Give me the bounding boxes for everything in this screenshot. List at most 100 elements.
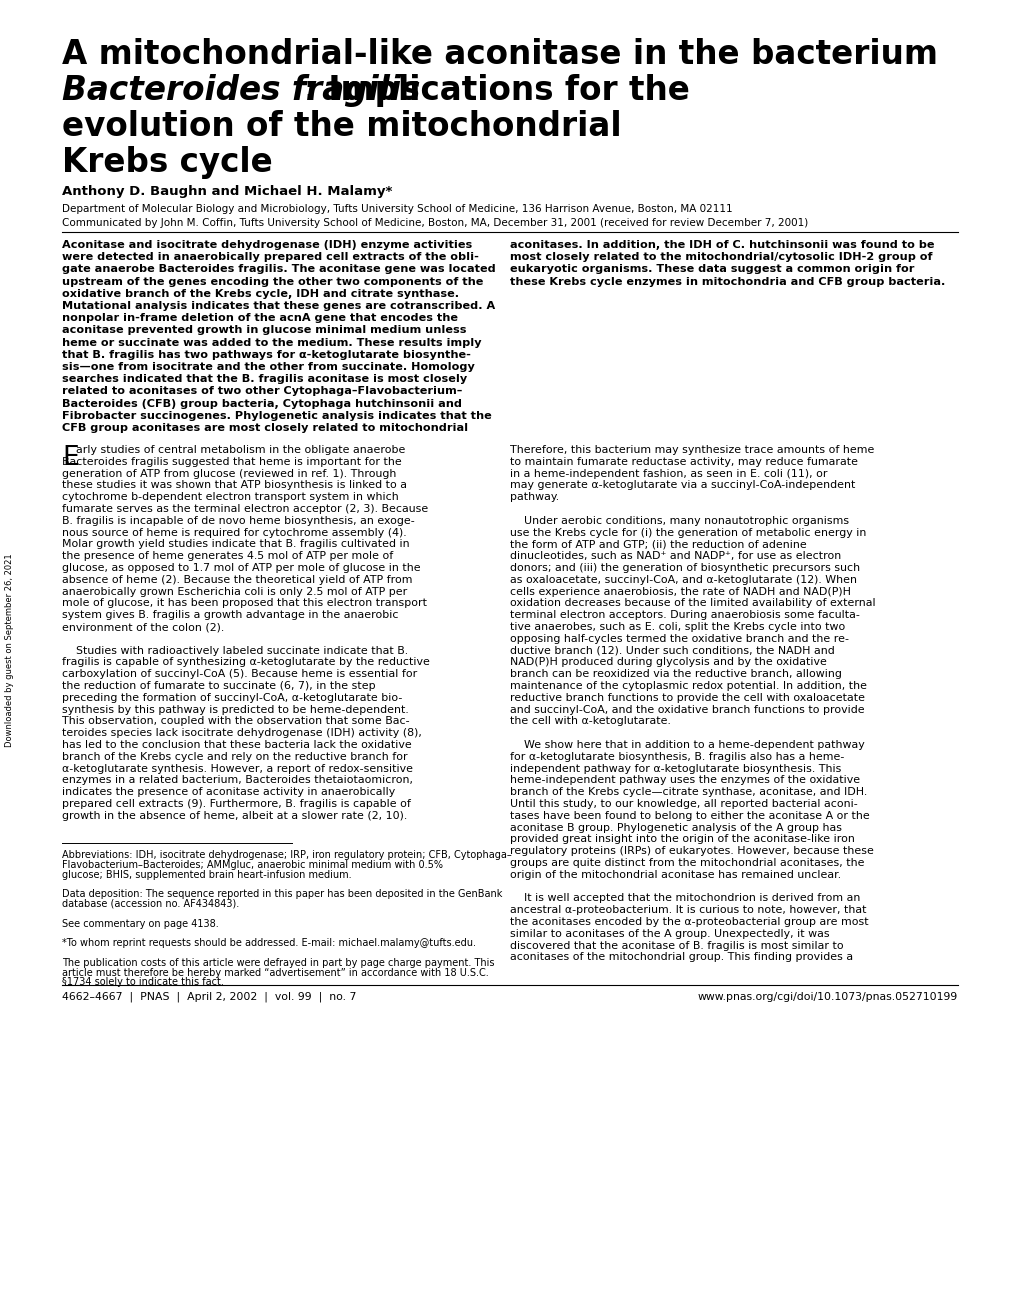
Text: Anthony D. Baughn and Michael H. Malamy*: Anthony D. Baughn and Michael H. Malamy* <box>62 186 392 199</box>
Text: for α-ketoglutarate biosynthesis, B. fragilis also has a heme-: for α-ketoglutarate biosynthesis, B. fra… <box>510 752 844 762</box>
Text: Krebs cycle: Krebs cycle <box>62 145 272 179</box>
Text: E: E <box>62 445 78 471</box>
Text: provided great insight into the origin of the aconitase-like iron: provided great insight into the origin o… <box>510 835 854 845</box>
Text: This observation, coupled with the observation that some Bac-: This observation, coupled with the obser… <box>62 716 410 727</box>
Text: nonpolar in-frame deletion of the acnA gene that encodes the: nonpolar in-frame deletion of the acnA g… <box>62 313 458 323</box>
Text: glucose; BHIS, supplemented brain heart-infusion medium.: glucose; BHIS, supplemented brain heart-… <box>62 870 352 880</box>
Text: related to aconitases of two other Cytophaga–Flavobacterium–: related to aconitases of two other Cytop… <box>62 387 462 396</box>
Text: preceding the formation of succinyl-CoA, α-ketoglutarate bio-: preceding the formation of succinyl-CoA,… <box>62 693 401 702</box>
Text: anaerobically grown Escherichia coli is only 2.5 mol of ATP per: anaerobically grown Escherichia coli is … <box>62 587 407 597</box>
Text: A mitochondrial-like aconitase in the bacterium: A mitochondrial-like aconitase in the ba… <box>62 38 937 71</box>
Text: eukaryotic organisms. These data suggest a common origin for: eukaryotic organisms. These data suggest… <box>510 265 913 274</box>
Text: ductive branch (12). Under such conditions, the NADH and: ductive branch (12). Under such conditio… <box>510 645 834 655</box>
Text: generation of ATP from glucose (reviewed in ref. 1). Through: generation of ATP from glucose (reviewed… <box>62 469 396 479</box>
Text: these Krebs cycle enzymes in mitochondria and CFB group bacteria.: these Krebs cycle enzymes in mitochondri… <box>510 276 945 287</box>
Text: glucose, as opposed to 1.7 mol of ATP per mole of glucose in the: glucose, as opposed to 1.7 mol of ATP pe… <box>62 563 420 572</box>
Text: opposing half-cycles termed the oxidative branch and the re-: opposing half-cycles termed the oxidativ… <box>510 633 848 644</box>
Text: Until this study, to our knowledge, all reported bacterial aconi-: Until this study, to our knowledge, all … <box>510 800 857 809</box>
Text: absence of heme (2). Because the theoretical yield of ATP from: absence of heme (2). Because the theoret… <box>62 575 412 585</box>
Text: similar to aconitases of the A group. Unexpectedly, it was: similar to aconitases of the A group. Un… <box>510 929 828 938</box>
Text: gate anaerobe Bacteroides fragilis. The aconitase gene was located: gate anaerobe Bacteroides fragilis. The … <box>62 265 495 274</box>
Text: NAD(P)H produced during glycolysis and by the oxidative: NAD(P)H produced during glycolysis and b… <box>510 657 826 667</box>
Text: *To whom reprint requests should be addressed. E-mail: michael.malamy@tufts.edu.: *To whom reprint requests should be addr… <box>62 938 476 949</box>
Text: most closely related to the mitochondrial/cytosolic IDH-2 group of: most closely related to the mitochondria… <box>510 252 931 262</box>
Text: It is well accepted that the mitochondrion is derived from an: It is well accepted that the mitochondri… <box>510 893 860 903</box>
Text: α-ketoglutarate synthesis. However, a report of redox-sensitive: α-ketoglutarate synthesis. However, a re… <box>62 763 413 774</box>
Text: origin of the mitochondrial aconitase has remained unclear.: origin of the mitochondrial aconitase ha… <box>510 870 841 880</box>
Text: nous source of heme is required for cytochrome assembly (4).: nous source of heme is required for cyto… <box>62 527 407 537</box>
Text: use the Krebs cycle for (i) the generation of metabolic energy in: use the Krebs cycle for (i) the generati… <box>510 527 865 537</box>
Text: CFB group aconitases are most closely related to mitochondrial: CFB group aconitases are most closely re… <box>62 423 468 434</box>
Text: synthesis by this pathway is predicted to be heme-dependent.: synthesis by this pathway is predicted t… <box>62 705 409 715</box>
Text: aconitases of the mitochondrial group. This finding provides a: aconitases of the mitochondrial group. T… <box>510 953 852 962</box>
Text: and succinyl-CoA, and the oxidative branch functions to provide: and succinyl-CoA, and the oxidative bran… <box>510 705 864 715</box>
Text: Data deposition: The sequence reported in this paper has been deposited in the G: Data deposition: The sequence reported i… <box>62 889 502 900</box>
Text: Therefore, this bacterium may synthesize trace amounts of heme: Therefore, this bacterium may synthesize… <box>510 445 873 456</box>
Text: terminal electron acceptors. During anaerobiosis some faculta-: terminal electron acceptors. During anae… <box>510 610 859 620</box>
Text: system gives B. fragilis a growth advantage in the anaerobic: system gives B. fragilis a growth advant… <box>62 610 398 620</box>
Text: may generate α-ketoglutarate via a succinyl-CoA-independent: may generate α-ketoglutarate via a succi… <box>510 480 855 491</box>
Text: Downloaded by guest on September 26, 2021: Downloaded by guest on September 26, 202… <box>5 553 14 746</box>
Text: these studies it was shown that ATP biosynthesis is linked to a: these studies it was shown that ATP bios… <box>62 480 407 491</box>
Text: independent pathway for α-ketoglutarate biosynthesis. This: independent pathway for α-ketoglutarate … <box>510 763 841 774</box>
Text: the aconitases encoded by the α-proteobacterial group are most: the aconitases encoded by the α-proteoba… <box>510 916 868 927</box>
Text: maintenance of the cytoplasmic redox potential. In addition, the: maintenance of the cytoplasmic redox pot… <box>510 681 866 691</box>
Text: See commentary on page 4138.: See commentary on page 4138. <box>62 919 218 928</box>
Text: regulatory proteins (IRPs) of eukaryotes. However, because these: regulatory proteins (IRPs) of eukaryotes… <box>510 846 873 857</box>
Text: Aconitase and isocitrate dehydrogenase (IDH) enzyme activities: Aconitase and isocitrate dehydrogenase (… <box>62 240 472 251</box>
Text: heme-independent pathway uses the enzymes of the oxidative: heme-independent pathway uses the enzyme… <box>510 775 859 785</box>
Text: fragilis is capable of synthesizing α-ketoglutarate by the reductive: fragilis is capable of synthesizing α-ke… <box>62 657 429 667</box>
Text: Fibrobacter succinogenes. Phylogenetic analysis indicates that the: Fibrobacter succinogenes. Phylogenetic a… <box>62 410 491 421</box>
Text: arly studies of central metabolism in the obligate anaerobe: arly studies of central metabolism in th… <box>76 445 405 456</box>
Text: environment of the colon (2).: environment of the colon (2). <box>62 622 224 632</box>
Text: We show here that in addition to a heme-dependent pathway: We show here that in addition to a heme-… <box>510 740 864 750</box>
Text: indicates the presence of aconitase activity in anaerobically: indicates the presence of aconitase acti… <box>62 787 395 797</box>
Text: groups are quite distinct from the mitochondrial aconitases, the: groups are quite distinct from the mitoc… <box>510 858 864 868</box>
Text: aconitase B group. Phylogenetic analysis of the A group has: aconitase B group. Phylogenetic analysis… <box>510 823 841 832</box>
Text: Bacteroides fragilis suggested that heme is important for the: Bacteroides fragilis suggested that heme… <box>62 457 401 467</box>
Text: that B. fragilis has two pathways for α-ketoglutarate biosynthe-: that B. fragilis has two pathways for α-… <box>62 349 471 360</box>
Text: mole of glucose, it has been proposed that this electron transport: mole of glucose, it has been proposed th… <box>62 598 427 609</box>
Text: Department of Molecular Biology and Microbiology, Tufts University School of Med: Department of Molecular Biology and Micr… <box>62 204 732 214</box>
Text: Bacteroides fragilis: Bacteroides fragilis <box>62 74 420 106</box>
Text: cells experience anaerobiosis, the rate of NADH and NAD(P)H: cells experience anaerobiosis, the rate … <box>510 587 850 597</box>
Text: discovered that the aconitase of B. fragilis is most similar to: discovered that the aconitase of B. frag… <box>510 941 843 950</box>
Text: teroides species lack isocitrate dehydrogenase (IDH) activity (8),: teroides species lack isocitrate dehydro… <box>62 728 422 739</box>
Text: branch of the Krebs cycle—citrate synthase, aconitase, and IDH.: branch of the Krebs cycle—citrate syntha… <box>510 787 866 797</box>
Text: branch can be reoxidized via the reductive branch, allowing: branch can be reoxidized via the reducti… <box>510 670 841 679</box>
Text: has led to the conclusion that these bacteria lack the oxidative: has led to the conclusion that these bac… <box>62 740 412 750</box>
Text: §1734 solely to indicate this fact.: §1734 solely to indicate this fact. <box>62 977 223 988</box>
Text: database (accession no. AF434843).: database (accession no. AF434843). <box>62 900 239 909</box>
Text: The publication costs of this article were defrayed in part by page charge payme: The publication costs of this article we… <box>62 958 494 968</box>
Text: cytochrome b-dependent electron transport system in which: cytochrome b-dependent electron transpor… <box>62 492 398 502</box>
Text: the reduction of fumarate to succinate (6, 7), in the step: the reduction of fumarate to succinate (… <box>62 681 375 691</box>
Text: the cell with α-ketoglutarate.: the cell with α-ketoglutarate. <box>510 716 671 727</box>
Text: Communicated by John M. Coffin, Tufts University School of Medicine, Boston, MA,: Communicated by John M. Coffin, Tufts Un… <box>62 218 807 228</box>
Text: Studies with radioactively labeled succinate indicate that B.: Studies with radioactively labeled succi… <box>62 645 408 655</box>
Text: heme or succinate was added to the medium. These results imply: heme or succinate was added to the mediu… <box>62 337 481 348</box>
Text: tive anaerobes, such as E. coli, split the Krebs cycle into two: tive anaerobes, such as E. coli, split t… <box>510 622 845 632</box>
Text: pathway.: pathway. <box>510 492 558 502</box>
Text: branch of the Krebs cycle and rely on the reductive branch for: branch of the Krebs cycle and rely on th… <box>62 752 408 762</box>
Text: dinucleotides, such as NAD⁺ and NADP⁺, for use as electron: dinucleotides, such as NAD⁺ and NADP⁺, f… <box>510 552 841 561</box>
Text: the form of ATP and GTP; (ii) the reduction of adenine: the form of ATP and GTP; (ii) the reduct… <box>510 540 806 549</box>
Text: donors; and (iii) the generation of biosynthetic precursors such: donors; and (iii) the generation of bios… <box>510 563 859 572</box>
Text: Under aerobic conditions, many nonautotrophic organisms: Under aerobic conditions, many nonautotr… <box>510 515 848 526</box>
Text: evolution of the mitochondrial: evolution of the mitochondrial <box>62 110 621 143</box>
Text: Molar growth yield studies indicate that B. fragilis cultivated in: Molar growth yield studies indicate that… <box>62 540 410 549</box>
Text: 4662–4667  |  PNAS  |  April 2, 2002  |  vol. 99  |  no. 7: 4662–4667 | PNAS | April 2, 2002 | vol. … <box>62 992 356 1002</box>
Text: tases have been found to belong to either the aconitase A or the: tases have been found to belong to eithe… <box>510 811 869 820</box>
Text: ancestral α-proteobacterium. It is curious to note, however, that: ancestral α-proteobacterium. It is curio… <box>510 905 866 915</box>
Text: B. fragilis is incapable of de novo heme biosynthesis, an exoge-: B. fragilis is incapable of de novo heme… <box>62 515 415 526</box>
Text: article must therefore be hereby marked “advertisement” in accordance with 18 U.: article must therefore be hereby marked … <box>62 967 488 977</box>
Text: aconitases. In addition, the IDH of C. hutchinsonii was found to be: aconitases. In addition, the IDH of C. h… <box>510 240 933 251</box>
Text: upstream of the genes encoding the other two components of the: upstream of the genes encoding the other… <box>62 276 483 287</box>
Text: oxidative branch of the Krebs cycle, IDH and citrate synthase.: oxidative branch of the Krebs cycle, IDH… <box>62 288 459 299</box>
Text: were detected in anaerobically prepared cell extracts of the obli-: were detected in anaerobically prepared … <box>62 252 478 262</box>
Text: Flavobacterium–Bacteroides; AMMgluc, anaerobic minimal medium with 0.5%: Flavobacterium–Bacteroides; AMMgluc, ana… <box>62 859 442 870</box>
Text: in a heme-independent fashion, as seen in E. coli (11), or: in a heme-independent fashion, as seen i… <box>510 469 826 479</box>
Text: to maintain fumarate reductase activity, may reduce fumarate: to maintain fumarate reductase activity,… <box>510 457 857 467</box>
Text: Bacteroides (CFB) group bacteria, Cytophaga hutchinsonii and: Bacteroides (CFB) group bacteria, Cytoph… <box>62 398 462 409</box>
Text: Mutational analysis indicates that these genes are cotranscribed. A: Mutational analysis indicates that these… <box>62 301 495 312</box>
Text: Abbreviations: IDH, isocitrate dehydrogenase; IRP, iron regulatory protein; CFB,: Abbreviations: IDH, isocitrate dehydroge… <box>62 850 512 861</box>
